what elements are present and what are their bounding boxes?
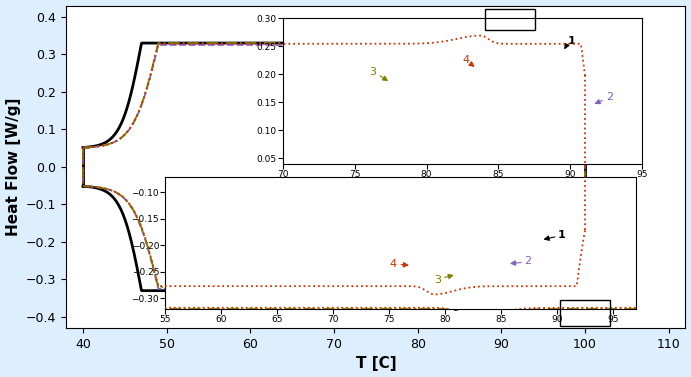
Y-axis label: Heat Flow [W/g]: Heat Flow [W/g] bbox=[6, 98, 21, 236]
Bar bbox=[484, 9, 535, 30]
X-axis label: T [C]: T [C] bbox=[355, 356, 396, 371]
Bar bbox=[560, 300, 610, 326]
